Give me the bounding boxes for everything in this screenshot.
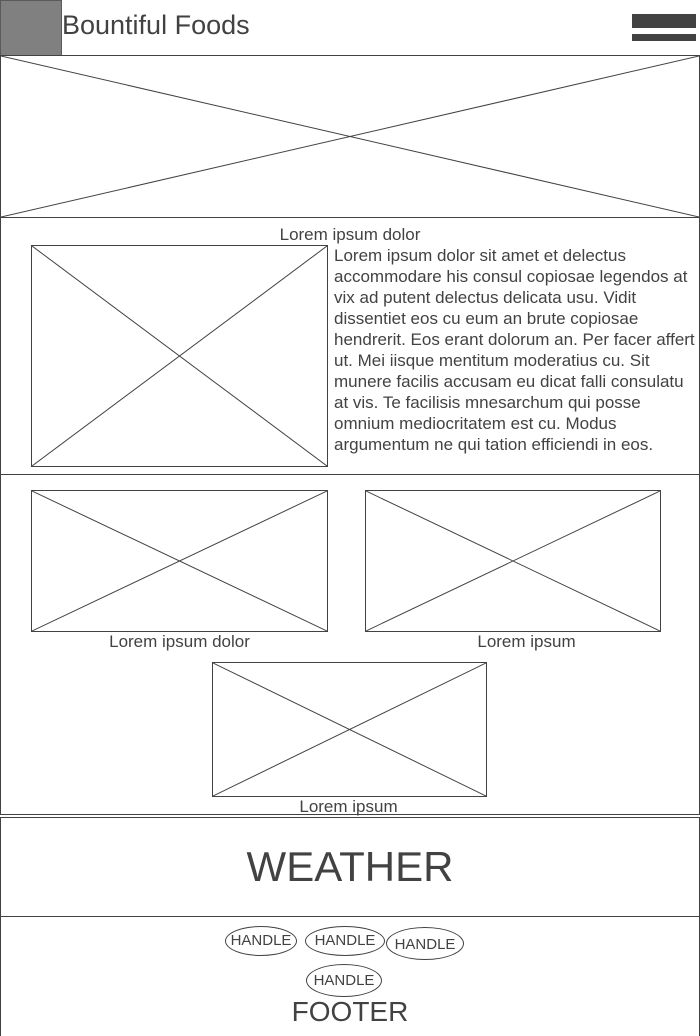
gallery-image-placeholder[interactable] [365, 490, 661, 632]
gallery-caption: Lorem ipsum [477, 632, 576, 651]
social-handle-button[interactable]: HANDLE [305, 926, 385, 956]
gallery-image-placeholder[interactable] [212, 662, 487, 797]
intro-title: Lorem ipsum dolor [279, 225, 421, 244]
hero-image-placeholder [0, 55, 700, 218]
gallery-caption: Lorem ipsum dolor [109, 632, 250, 651]
logo-placeholder[interactable] [0, 0, 62, 56]
menu-bar-icon [632, 14, 696, 28]
intro-image-placeholder [31, 245, 328, 467]
weather-label: WEATHER [246, 843, 454, 890]
brand-title: Bountiful Foods [62, 10, 250, 40]
hamburger-menu-button[interactable] [632, 12, 696, 44]
footer-label: FOOTER [291, 996, 409, 1027]
social-handle-button[interactable]: HANDLE [225, 926, 297, 956]
gallery-image-placeholder[interactable] [31, 490, 328, 632]
intro-body-text: Lorem ipsum dolor sit amet et delectus a… [334, 246, 695, 454]
weather-section [0, 817, 700, 917]
social-handle-button[interactable]: HANDLE [386, 927, 464, 960]
gallery-caption: Lorem ipsum [299, 797, 398, 816]
social-handle-button[interactable]: HANDLE [306, 964, 382, 997]
menu-bar-icon [632, 34, 696, 41]
